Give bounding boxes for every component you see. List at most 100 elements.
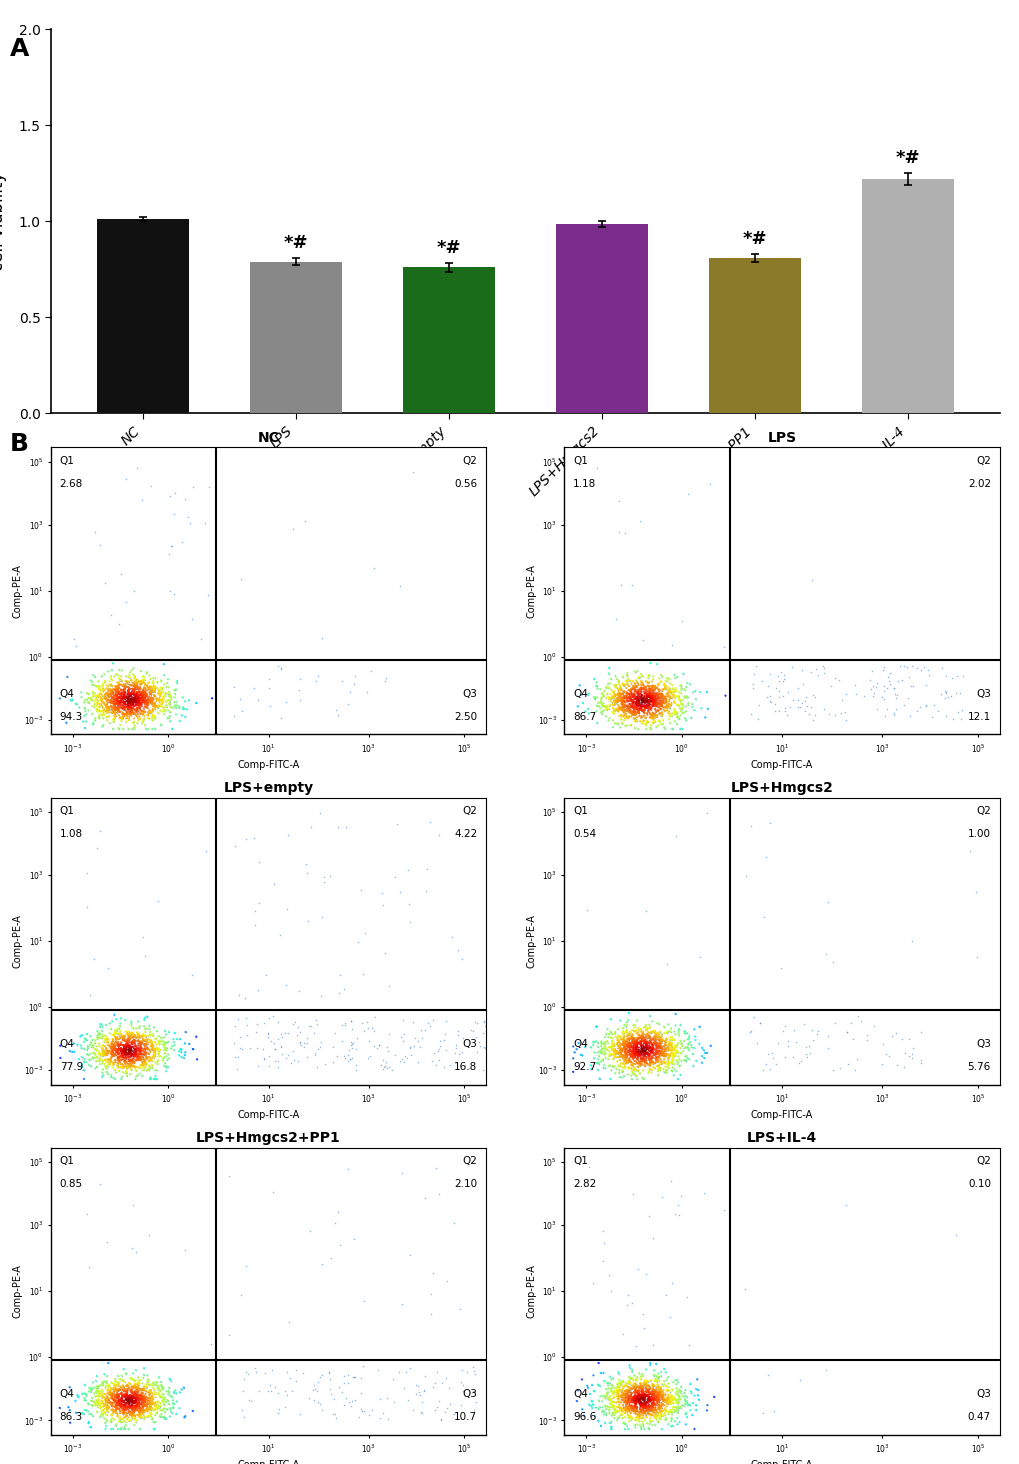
- Point: [650, 1397, 666, 1420]
- Point: [105, 1023, 121, 1047]
- Point: [637, 1015, 653, 1038]
- Point: [154, 1385, 170, 1408]
- Point: [666, 1034, 683, 1057]
- Point: [128, 1045, 145, 1069]
- Point: [104, 685, 120, 709]
- Point: [627, 1405, 643, 1429]
- Point: [136, 1057, 152, 1080]
- Point: [868, 672, 884, 695]
- Point: [146, 706, 162, 729]
- Point: [156, 1031, 172, 1054]
- Point: [128, 1045, 145, 1069]
- Point: [641, 1026, 657, 1050]
- Point: [126, 669, 143, 692]
- Point: [647, 1376, 663, 1400]
- Point: [640, 1383, 656, 1407]
- Point: [570, 1031, 586, 1054]
- Point: [98, 694, 114, 717]
- Point: [671, 1023, 687, 1047]
- Point: [149, 1397, 165, 1420]
- Point: [623, 695, 639, 719]
- Point: [386, 865, 403, 889]
- Point: [630, 1388, 646, 1411]
- Point: [657, 1044, 674, 1067]
- Point: [605, 1044, 622, 1067]
- Point: [150, 1394, 166, 1417]
- Point: [151, 1031, 167, 1054]
- Point: [112, 1417, 128, 1441]
- Point: [76, 1386, 93, 1410]
- Point: [135, 1053, 151, 1076]
- Point: [132, 1042, 149, 1066]
- Point: [118, 701, 135, 725]
- Point: [652, 1035, 668, 1058]
- Point: [633, 1042, 649, 1066]
- Point: [629, 1375, 645, 1398]
- Point: [673, 1032, 689, 1056]
- Point: [143, 1378, 159, 1401]
- Point: [98, 1389, 114, 1413]
- Text: 77.9: 77.9: [60, 1061, 83, 1072]
- Point: [610, 1372, 627, 1395]
- Point: [114, 1045, 130, 1069]
- Point: [143, 701, 159, 725]
- Point: [677, 1035, 693, 1058]
- Point: [126, 675, 143, 698]
- Point: [649, 692, 665, 716]
- Point: [630, 1375, 646, 1398]
- Point: [609, 1029, 626, 1053]
- Point: [127, 1042, 144, 1066]
- Point: [140, 690, 156, 713]
- Point: [101, 695, 117, 719]
- Point: [623, 1034, 639, 1057]
- Point: [156, 1041, 172, 1064]
- Point: [120, 697, 137, 720]
- Point: [660, 704, 677, 728]
- Point: [129, 691, 146, 714]
- Point: [630, 1038, 646, 1061]
- Point: [98, 682, 114, 706]
- Point: [630, 1051, 646, 1075]
- Point: [803, 1017, 819, 1041]
- Point: [123, 1398, 140, 1422]
- Point: [105, 1042, 121, 1066]
- Point: [643, 685, 659, 709]
- Point: [144, 1035, 160, 1058]
- Point: [137, 687, 153, 710]
- Point: [646, 687, 662, 710]
- Point: [122, 1054, 139, 1078]
- Point: [626, 1376, 642, 1400]
- Point: [91, 1381, 107, 1404]
- Point: [135, 679, 151, 703]
- Point: [611, 716, 628, 739]
- Point: [360, 1047, 376, 1070]
- Point: [653, 1042, 669, 1066]
- Point: [605, 1044, 622, 1067]
- Point: [592, 1414, 608, 1438]
- Point: [118, 1031, 135, 1054]
- Point: [138, 695, 154, 719]
- Point: [609, 712, 626, 735]
- Point: [165, 695, 181, 719]
- Point: [246, 826, 262, 849]
- Point: [120, 685, 137, 709]
- Point: [605, 1397, 622, 1420]
- Point: [108, 676, 124, 700]
- Point: [88, 1042, 104, 1066]
- Point: [649, 1028, 665, 1051]
- Point: [661, 692, 678, 716]
- Point: [114, 1383, 130, 1407]
- Point: [148, 690, 164, 713]
- Point: [110, 692, 126, 716]
- Point: [640, 663, 656, 687]
- Point: [637, 899, 653, 922]
- Point: [626, 1042, 642, 1066]
- Point: [99, 698, 115, 722]
- Point: [660, 1056, 677, 1079]
- Point: [663, 1032, 680, 1056]
- Point: [637, 669, 653, 692]
- Point: [612, 1370, 629, 1394]
- Point: [312, 1035, 328, 1058]
- Point: [638, 701, 654, 725]
- Point: [660, 1386, 677, 1410]
